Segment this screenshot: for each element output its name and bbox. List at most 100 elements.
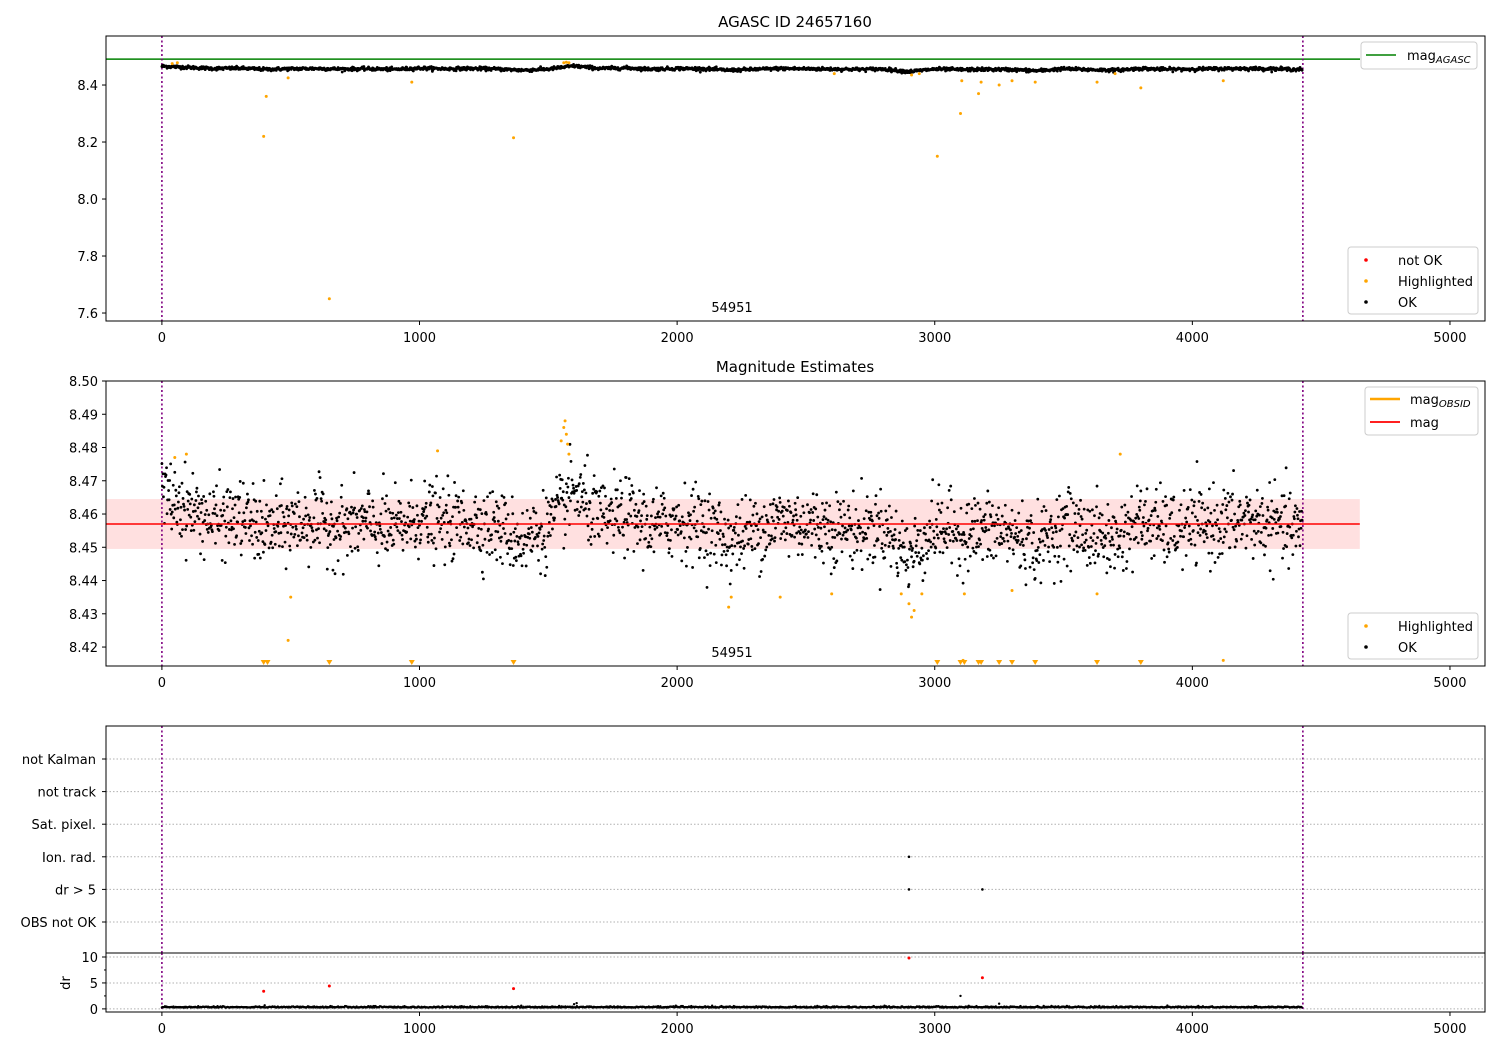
ok-point: [488, 491, 492, 495]
ok-point: [1047, 545, 1051, 549]
ok-point: [210, 530, 214, 533]
ok-point: [674, 530, 677, 534]
ok-point: [741, 539, 744, 543]
ok-point: [962, 531, 965, 534]
ok-point: [179, 518, 182, 522]
ok-point: [379, 531, 383, 534]
legend-label: mag: [1410, 416, 1439, 431]
ok-point: [252, 519, 256, 523]
y-tick-label: 8.47: [69, 475, 98, 490]
ok-point: [1070, 536, 1074, 540]
ok-point: [1261, 497, 1264, 500]
ok-point: [1057, 554, 1061, 558]
ok-point: [843, 526, 847, 530]
ok-point: [525, 543, 529, 547]
ok-point: [1049, 514, 1053, 518]
ok-point: [773, 539, 776, 543]
ok-point: [1299, 526, 1303, 530]
ok-point: [988, 548, 992, 552]
ok-point: [1154, 487, 1158, 491]
highlighted-point: [962, 592, 966, 596]
ok-point: [519, 554, 523, 558]
ok-point: [345, 553, 349, 557]
ok-point: [1228, 546, 1232, 550]
ok-point: [224, 525, 228, 529]
y-tick-label: 8.2: [77, 136, 98, 151]
ok-point: [1109, 565, 1112, 569]
ok-point: [388, 511, 392, 515]
ok-point: [974, 503, 977, 507]
ok-point: [874, 502, 877, 506]
ok-point: [183, 460, 187, 464]
ok-point: [873, 555, 877, 559]
ok-point: [580, 495, 584, 499]
ok-point: [563, 517, 567, 521]
highlighted-point: [910, 73, 914, 77]
ok-point: [568, 442, 572, 446]
ok-point: [1151, 534, 1155, 537]
ok-point: [176, 500, 180, 504]
ok-point: [944, 532, 948, 536]
ok-point: [184, 528, 188, 531]
ok-point: [325, 501, 329, 505]
ok-point: [257, 552, 261, 556]
ok-point: [593, 535, 597, 538]
ok-point: [930, 499, 934, 503]
ok-point: [366, 526, 369, 530]
ok-point: [1038, 540, 1042, 544]
ok-point: [1037, 537, 1041, 541]
ok-point: [712, 511, 716, 515]
ok-point: [728, 582, 732, 586]
ok-point: [1010, 508, 1014, 512]
ok-point: [693, 505, 697, 509]
ok-point: [949, 498, 953, 502]
ok-point: [1194, 515, 1197, 519]
ok-point: [772, 498, 776, 501]
ok-point: [596, 517, 600, 520]
ok-point: [1077, 512, 1080, 516]
ok-point: [187, 513, 191, 517]
ok-point: [1296, 517, 1300, 521]
ok-point: [223, 561, 227, 565]
ok-point: [1139, 530, 1143, 534]
ok-point: [920, 546, 924, 550]
ok-point: [262, 479, 266, 482]
ok-point: [768, 503, 772, 506]
ok-point: [971, 527, 975, 531]
ok-point: [965, 511, 969, 515]
ok-point: [441, 514, 445, 517]
ok-point: [1095, 505, 1098, 509]
ok-point: [310, 526, 314, 530]
ok-point: [1145, 541, 1148, 545]
ok-point: [474, 495, 478, 499]
ok-point: [190, 497, 194, 501]
ok-point: [413, 539, 417, 543]
ok-point: [966, 569, 970, 573]
ok-point: [716, 532, 720, 535]
ok-point: [206, 531, 210, 534]
ok-point: [1146, 526, 1150, 530]
ok-point: [1050, 526, 1054, 530]
ok-point: [770, 515, 774, 519]
ok-point: [665, 534, 669, 538]
ok-point: [316, 536, 319, 540]
ok-point: [1183, 526, 1187, 529]
ok-point: [312, 516, 316, 520]
ok-point: [508, 547, 512, 551]
ok-point: [859, 526, 862, 530]
ok-point: [514, 555, 518, 559]
ok-point: [408, 519, 412, 523]
ok-point: [1243, 514, 1247, 517]
ok-point: [205, 508, 209, 512]
ok-point: [1211, 524, 1214, 528]
ok-point: [787, 499, 790, 503]
ok-point: [835, 533, 839, 537]
ok-point: [935, 533, 939, 537]
ok-point: [723, 517, 726, 521]
ok-point: [282, 515, 286, 519]
ok-point: [405, 540, 409, 544]
ok-point: [343, 526, 347, 530]
ok-point: [897, 547, 901, 550]
ok-point: [409, 537, 413, 541]
ok-point: [830, 545, 834, 549]
